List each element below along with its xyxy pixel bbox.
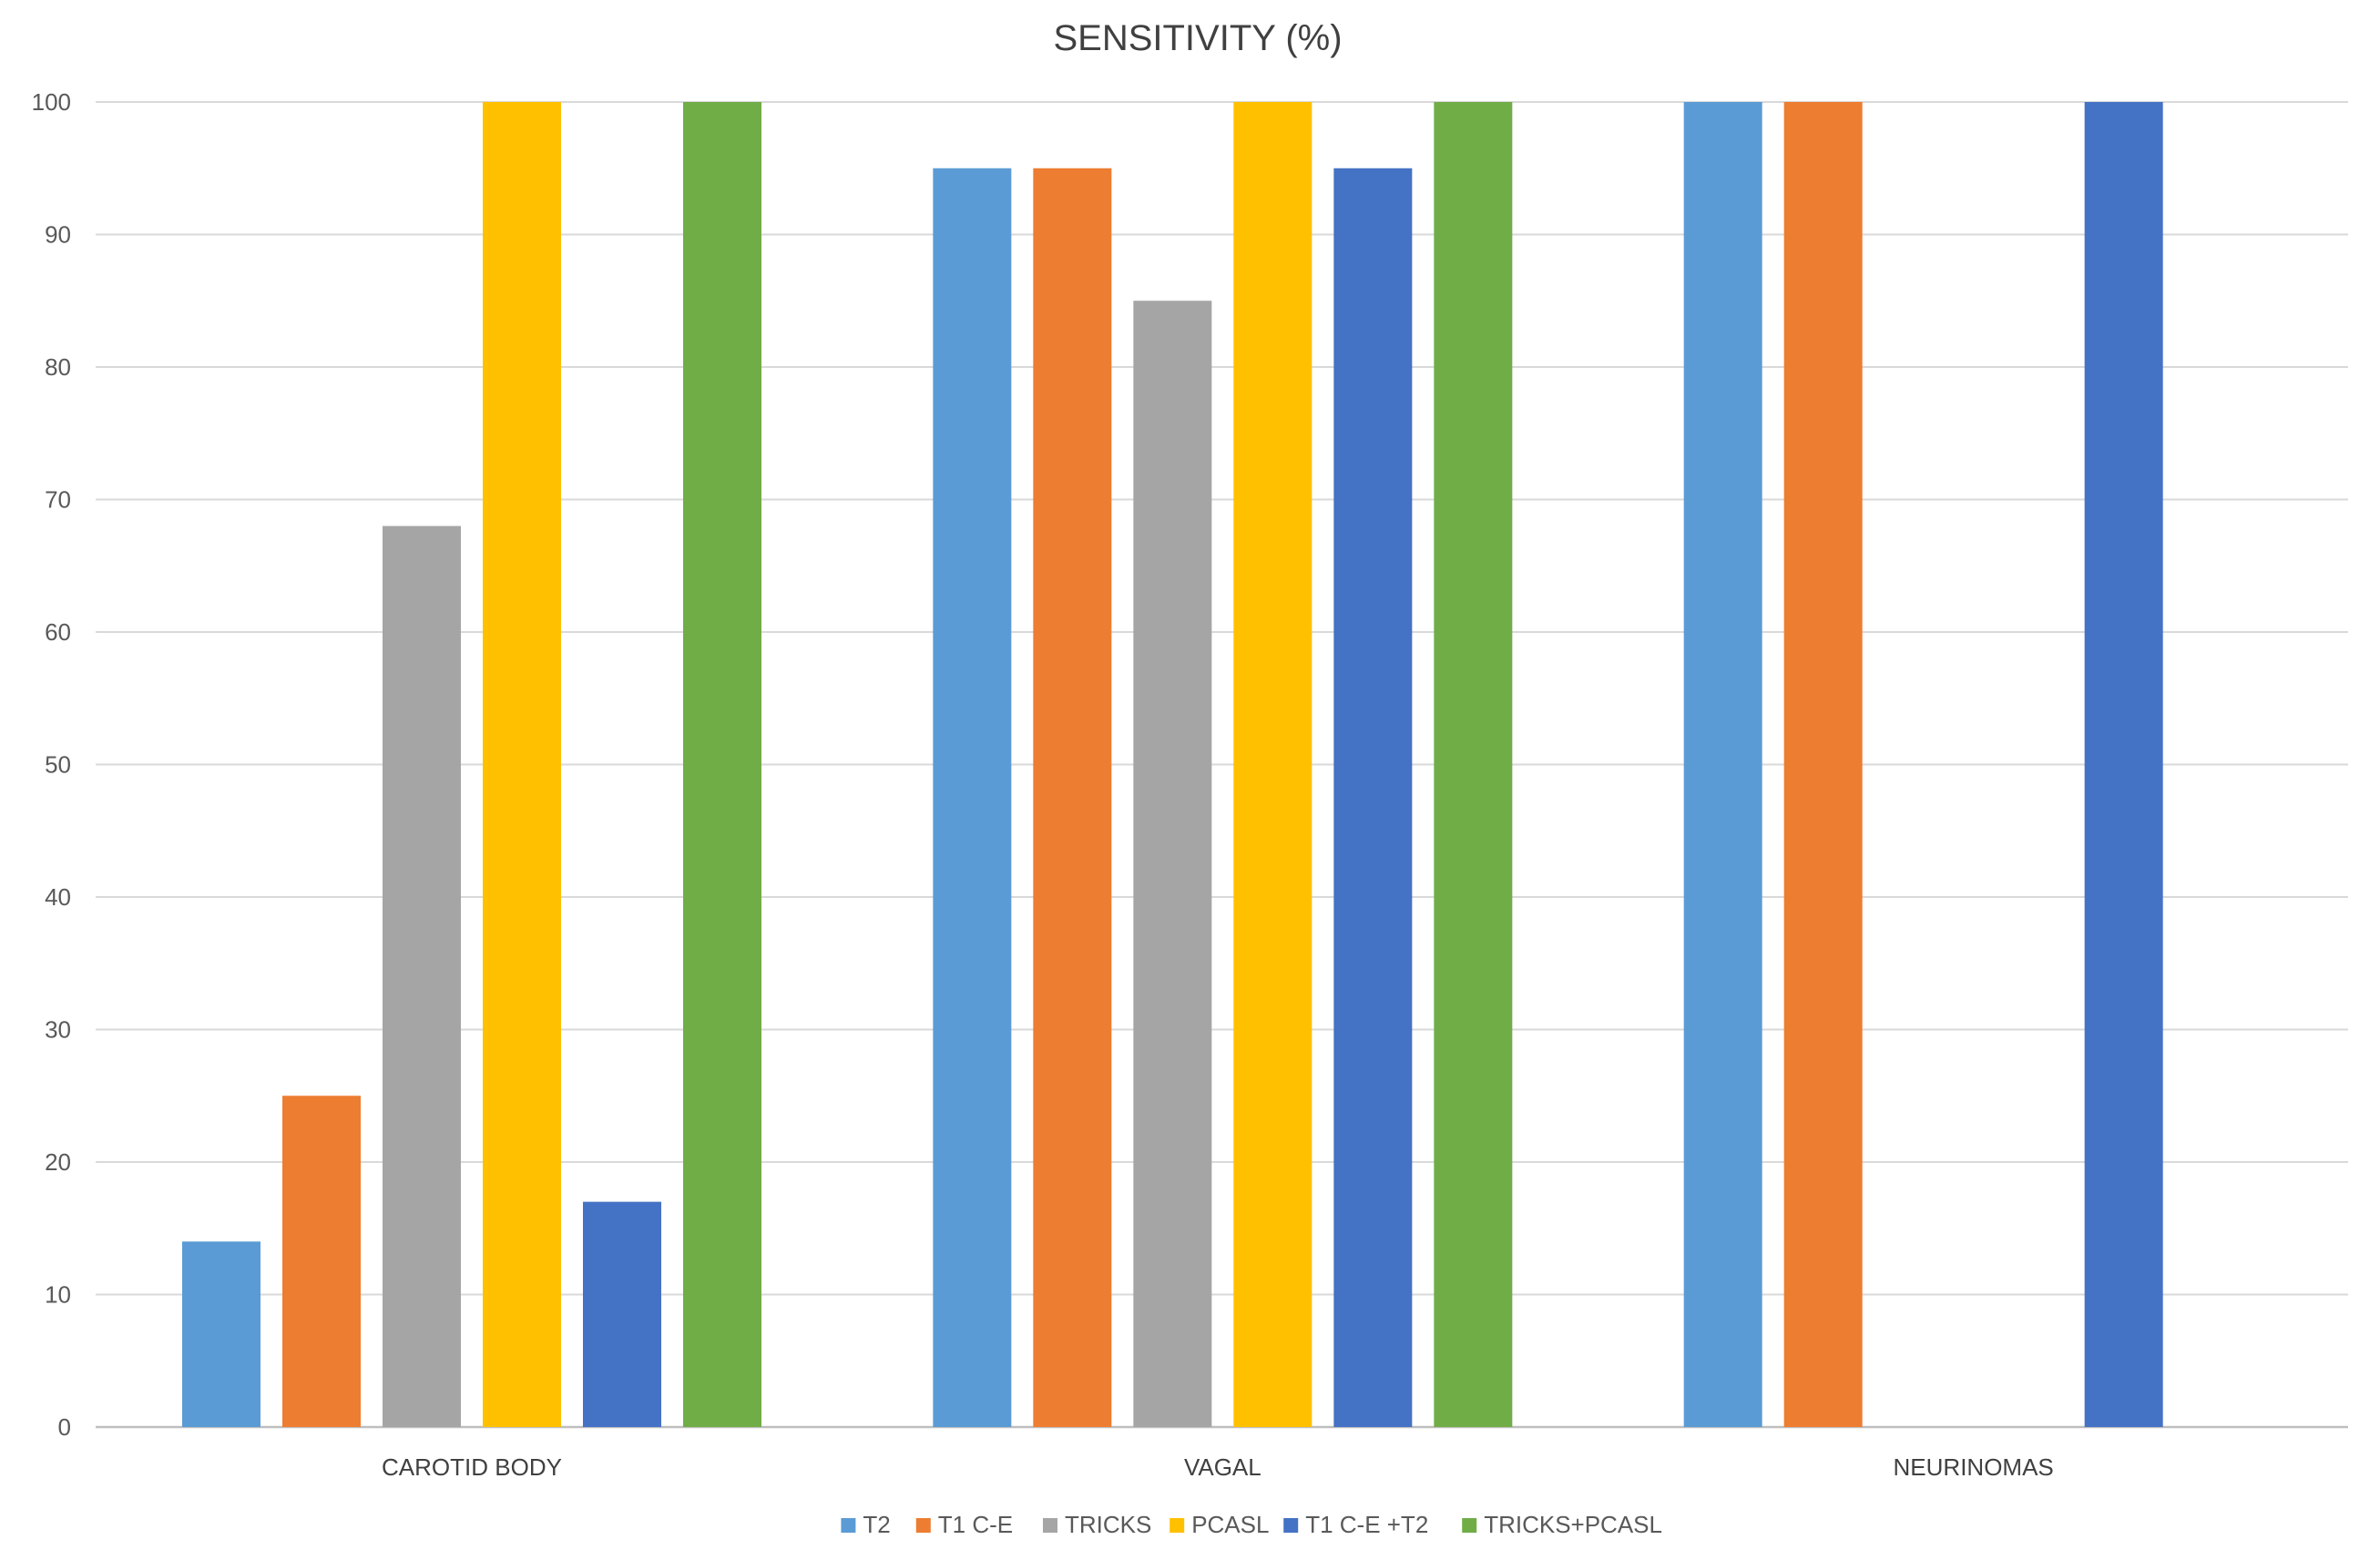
bar-t1-c-e-vagal [1033,168,1112,1427]
legend-label: T1 C-E [938,1511,1013,1538]
bar-t1-c-e-carotid-body [282,1096,361,1427]
y-tick-label: 60 [45,618,71,646]
legend-swatch [841,1518,856,1533]
category-label: CAROTID BODY [382,1453,562,1481]
y-tick-label: 90 [45,221,71,249]
x-axis-category-labels: CAROTID BODY VAGAL NEURINOMAS [382,1453,2054,1481]
y-tick-label: 30 [45,1016,71,1044]
bar-tricks-vagal [1133,301,1212,1427]
category-label: NEURINOMAS [1894,1453,2054,1481]
bar-tricks-carotid-body [383,525,461,1427]
bar-t1-c-e-t2-vagal [1333,168,1413,1427]
legend-label: TRICKS [1065,1511,1151,1538]
legend-swatch [1283,1518,1299,1533]
chart-title: SENSITIVITY (%) [1053,18,1342,58]
legend-label: PCASL [1191,1511,1269,1538]
bar-pcasl-carotid-body [483,102,561,1427]
y-tick-label: 10 [45,1281,71,1309]
bar-pcasl-vagal [1233,102,1313,1427]
y-tick-label: 50 [45,751,71,779]
y-tick-label: 70 [45,486,71,514]
gridlines [96,101,2348,1429]
legend-label: T2 [863,1511,890,1538]
y-tick-label: 20 [45,1148,71,1176]
bar-t1-c-e-neurinomas [1783,102,1863,1427]
legend-label: T1 C-E +T2 [1305,1511,1428,1538]
bar-t2-vagal [933,168,1012,1427]
category-label: VAGAL [1184,1453,1262,1481]
legend-swatch [1462,1518,1477,1533]
bar-tricks-pcasl-carotid-body [683,102,761,1427]
legend-label: TRICKS+PCASL [1484,1511,1662,1538]
y-tick-label: 80 [45,353,71,381]
legend-swatch [1043,1518,1057,1533]
legend-swatch [915,1518,931,1533]
bar-t1-c-e-t2-neurinomas [2084,102,2163,1427]
y-tick-label: 100 [32,88,71,116]
bar-t1-c-e-t2-carotid-body [583,1201,661,1427]
bar-t2-carotid-body [182,1241,260,1427]
legend: T2 T1 C-E TRICKS PCASL T1 C-E +T2 TRICKS+PCAS… [841,1511,1662,1538]
y-axis-tick-labels: 0 10 20 30 40 50 60 70 80 90 100 [32,88,71,1441]
bar-tricks-pcasl-vagal [1434,102,1513,1427]
legend-swatch [1170,1518,1185,1533]
bar-t2-neurinomas [1683,102,1762,1427]
y-tick-label: 0 [58,1413,71,1441]
y-tick-label: 40 [45,883,71,911]
bars [182,102,2163,1427]
